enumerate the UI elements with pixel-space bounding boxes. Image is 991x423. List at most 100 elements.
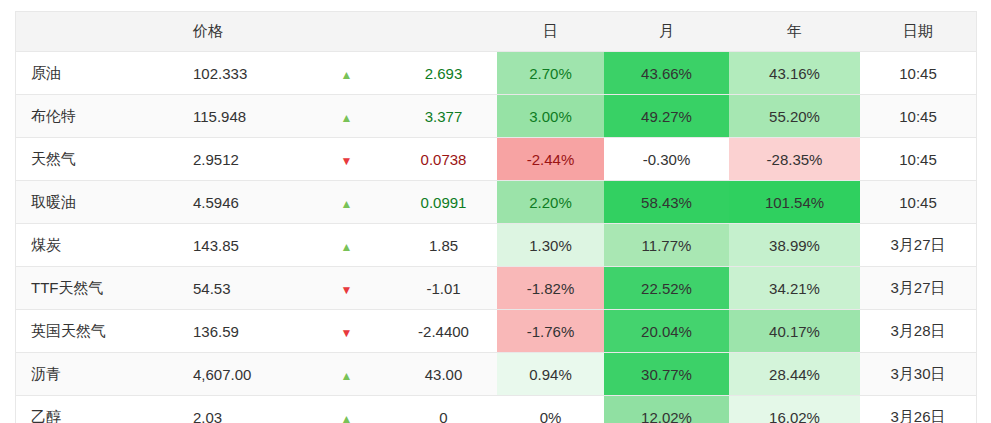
trend-cell: ▼ xyxy=(303,267,390,310)
day-percent-cell: 2.70% xyxy=(497,52,604,95)
header-day: 日 xyxy=(497,12,604,52)
up-arrow-icon: ▲ xyxy=(341,412,353,423)
table-row: 沥青4,607.00 ▲ 43.000.94%30.77%28.44%3月30日 xyxy=(16,353,976,396)
table-row: 英国天然气136.59 ▼ -2.4400-1.76%20.04%40.17%3月2… xyxy=(16,310,976,353)
trend-cell: ▲ xyxy=(303,95,390,138)
down-arrow-icon: ▼ xyxy=(341,326,353,340)
month-percent-cell: 58.43% xyxy=(604,181,729,224)
table-row: 天然气2.9512 ▼ 0.0738-2.44%-0.30%-28.35%10:45 xyxy=(16,138,976,181)
month-percent-cell: 49.27% xyxy=(604,95,729,138)
commodity-name[interactable]: 乙醇 xyxy=(16,396,178,423)
change-value: 43.00 xyxy=(390,353,497,396)
up-arrow-icon: ▲ xyxy=(341,68,353,82)
month-percent-cell: 30.77% xyxy=(604,353,729,396)
up-arrow-icon: ▲ xyxy=(341,111,353,125)
up-arrow-icon: ▲ xyxy=(341,240,353,254)
day-percent-cell: -1.82% xyxy=(497,267,604,310)
trend-cell: ▲ xyxy=(303,181,390,224)
price-value: 136.59 xyxy=(178,310,303,353)
date-value: 10:45 xyxy=(860,138,976,181)
change-value: -1.01 xyxy=(390,267,497,310)
commodity-name[interactable]: TTF天然气 xyxy=(16,267,178,310)
date-value: 10:45 xyxy=(860,52,976,95)
day-percent-cell: 2.20% xyxy=(497,181,604,224)
change-value: -2.4400 xyxy=(390,310,497,353)
month-percent-cell: 43.66% xyxy=(604,52,729,95)
trend-cell: ▲ xyxy=(303,52,390,95)
year-percent-cell: 40.17% xyxy=(729,310,860,353)
year-percent-cell: 43.16% xyxy=(729,52,860,95)
change-value: 1.85 xyxy=(390,224,497,267)
change-value: 0 xyxy=(390,396,497,423)
day-percent-cell: 3.00% xyxy=(497,95,604,138)
day-percent-cell: -2.44% xyxy=(497,138,604,181)
change-value: 2.693 xyxy=(390,52,497,95)
header-arrow xyxy=(303,12,390,52)
date-value: 3月27日 xyxy=(860,267,976,310)
up-arrow-icon: ▲ xyxy=(341,369,353,383)
commodity-name[interactable]: 煤炭 xyxy=(16,224,178,267)
header-month: 月 xyxy=(604,12,729,52)
year-percent-cell: 16.02% xyxy=(729,396,860,423)
change-value: 0.0991 xyxy=(390,181,497,224)
year-percent-cell: 28.44% xyxy=(729,353,860,396)
trend-cell: ▼ xyxy=(303,310,390,353)
date-value: 10:45 xyxy=(860,95,976,138)
price-table: 价格 日 月 年 日期 原油102.333▲2.6932.70%43.66%43… xyxy=(16,12,976,423)
date-value: 10:45 xyxy=(860,181,976,224)
year-percent-cell: 55.20% xyxy=(729,95,860,138)
header-price: 价格 xyxy=(178,12,303,52)
price-value: 2.9512 xyxy=(178,138,303,181)
commodity-name[interactable]: 沥青 xyxy=(16,353,178,396)
month-percent-cell: 20.04% xyxy=(604,310,729,353)
table-row: 乙醇2.03▲00%12.02%16.02%3月26日 xyxy=(16,396,976,423)
day-percent-cell: 0.94% xyxy=(497,353,604,396)
price-value: 4,607.00 xyxy=(178,353,303,396)
price-value: 102.333 xyxy=(178,52,303,95)
table-row: 煤炭143.85 ▲ 1.851.30%11.77%38.99%3月27日 xyxy=(16,224,976,267)
price-value: 54.53 xyxy=(178,267,303,310)
year-percent-cell: 101.54% xyxy=(729,181,860,224)
day-percent-cell: 1.30% xyxy=(497,224,604,267)
header-change xyxy=(390,12,497,52)
commodity-price-table: 价格 日 月 年 日期 原油102.333▲2.6932.70%43.66%43… xyxy=(15,11,977,423)
price-value: 143.85 xyxy=(178,224,303,267)
year-percent-cell: 38.99% xyxy=(729,224,860,267)
year-percent-cell: -28.35% xyxy=(729,138,860,181)
date-value: 3月27日 xyxy=(860,224,976,267)
month-percent-cell: -0.30% xyxy=(604,138,729,181)
header-date: 日期 xyxy=(860,12,976,52)
trend-cell: ▲ xyxy=(303,353,390,396)
up-arrow-icon: ▲ xyxy=(341,197,353,211)
down-arrow-icon: ▼ xyxy=(341,283,353,297)
table-row: TTF天然气54.53 ▼ -1.01-1.82%22.52%34.21%3月27日 xyxy=(16,267,976,310)
day-percent-cell: 0% xyxy=(497,396,604,423)
trend-cell: ▼ xyxy=(303,138,390,181)
commodity-name[interactable]: 取暖油 xyxy=(16,181,178,224)
table-row: 布伦特115.948 ▲ 3.3773.00%49.27%55.20%10:45 xyxy=(16,95,976,138)
commodity-name[interactable]: 布伦特 xyxy=(16,95,178,138)
year-percent-cell: 34.21% xyxy=(729,267,860,310)
date-value: 3月26日 xyxy=(860,396,976,423)
trend-cell: ▲ xyxy=(303,396,390,423)
commodity-name[interactable]: 英国天然气 xyxy=(16,310,178,353)
month-percent-cell: 12.02% xyxy=(604,396,729,423)
table-header: 价格 日 月 年 日期 xyxy=(16,12,976,52)
table-body: 原油102.333▲2.6932.70%43.66%43.16%10:45布伦特… xyxy=(16,52,976,423)
change-value: 0.0738 xyxy=(390,138,497,181)
day-percent-cell: -1.76% xyxy=(497,310,604,353)
commodity-name[interactable]: 天然气 xyxy=(16,138,178,181)
month-percent-cell: 22.52% xyxy=(604,267,729,310)
price-value: 4.5946 xyxy=(178,181,303,224)
date-value: 3月28日 xyxy=(860,310,976,353)
table-row: 取暖油4.5946 ▲ 0.09912.20%58.43%101.54%10:45 xyxy=(16,181,976,224)
header-name xyxy=(16,12,178,52)
header-year: 年 xyxy=(729,12,860,52)
month-percent-cell: 11.77% xyxy=(604,224,729,267)
down-arrow-icon: ▼ xyxy=(341,154,353,168)
table-row: 原油102.333 ▲ 2.6932.70%43.66%43.16%10:45 xyxy=(16,52,976,95)
commodity-name[interactable]: 原油 xyxy=(16,52,178,95)
change-value: 3.377 xyxy=(390,95,497,138)
price-value: 115.948 xyxy=(178,95,303,138)
date-value: 3月30日 xyxy=(860,353,976,396)
